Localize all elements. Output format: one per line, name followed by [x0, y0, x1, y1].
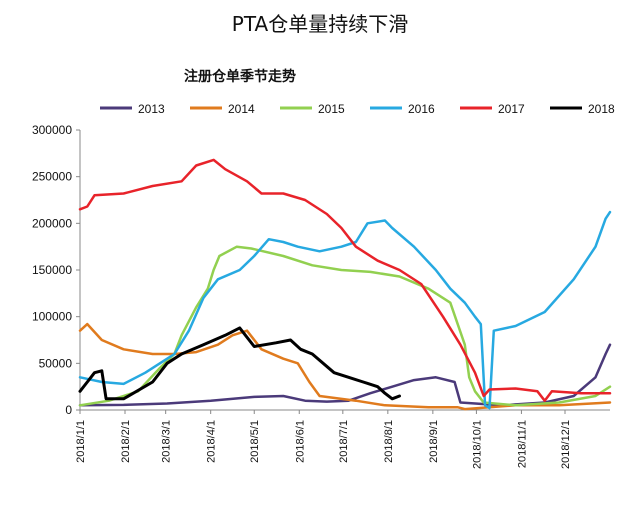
x-tick-label: 2018/9/1 [428, 420, 440, 463]
y-tick-label: 0 [65, 403, 72, 417]
series-line-2014 [78, 322, 612, 411]
y-tick-label: 200000 [32, 216, 72, 230]
legend-label-2015: 2015 [318, 102, 345, 116]
x-tick-label: 2018/6/1 [294, 420, 306, 463]
series-line-2018 [78, 326, 401, 401]
series-line-2015 [78, 245, 612, 407]
x-tick-label: 2018/8/1 [383, 420, 395, 463]
x-tick-label: 2018/1/1 [75, 420, 87, 463]
chart-title: 注册仓单季节走势 [184, 69, 296, 85]
legend-label-2016: 2016 [408, 102, 435, 116]
legend-label-2017: 2017 [498, 102, 525, 116]
y-tick-label: 150000 [32, 263, 72, 277]
series-line-2016 [78, 210, 612, 410]
legend-label-2013: 2013 [138, 102, 165, 116]
y-tick-label: 250000 [32, 170, 72, 184]
series-line-2013 [78, 343, 612, 407]
x-tick-label: 2018/3/1 [161, 420, 173, 463]
legend-label-2014: 2014 [228, 102, 255, 116]
legend-label-2018: 2018 [588, 102, 615, 116]
x-tick-label: 2018/4/1 [206, 420, 218, 463]
plot-area: 0 50000 100000 150000 200000 250000 300000 2018… [32, 123, 612, 469]
x-tick-label: 2018/7/1 [338, 420, 350, 463]
y-tick-label: 300000 [32, 123, 72, 137]
y-tick-label: 100000 [32, 310, 72, 324]
page-title: PTA仓单量持续下滑 [231, 12, 409, 36]
chart-legend: 2013 2014 2015 2016 2017 2018 [100, 102, 615, 116]
x-tick-label: 2018/11/1 [516, 420, 528, 468]
x-tick-label: 2018/2/1 [120, 420, 132, 463]
y-tick-label: 50000 [39, 356, 73, 370]
x-tick-label: 2018/10/1 [471, 420, 483, 469]
series-line-2017 [78, 158, 612, 402]
x-tick-label: 2018/5/1 [249, 420, 261, 463]
x-tick-label: 2018/12/1 [560, 420, 572, 469]
